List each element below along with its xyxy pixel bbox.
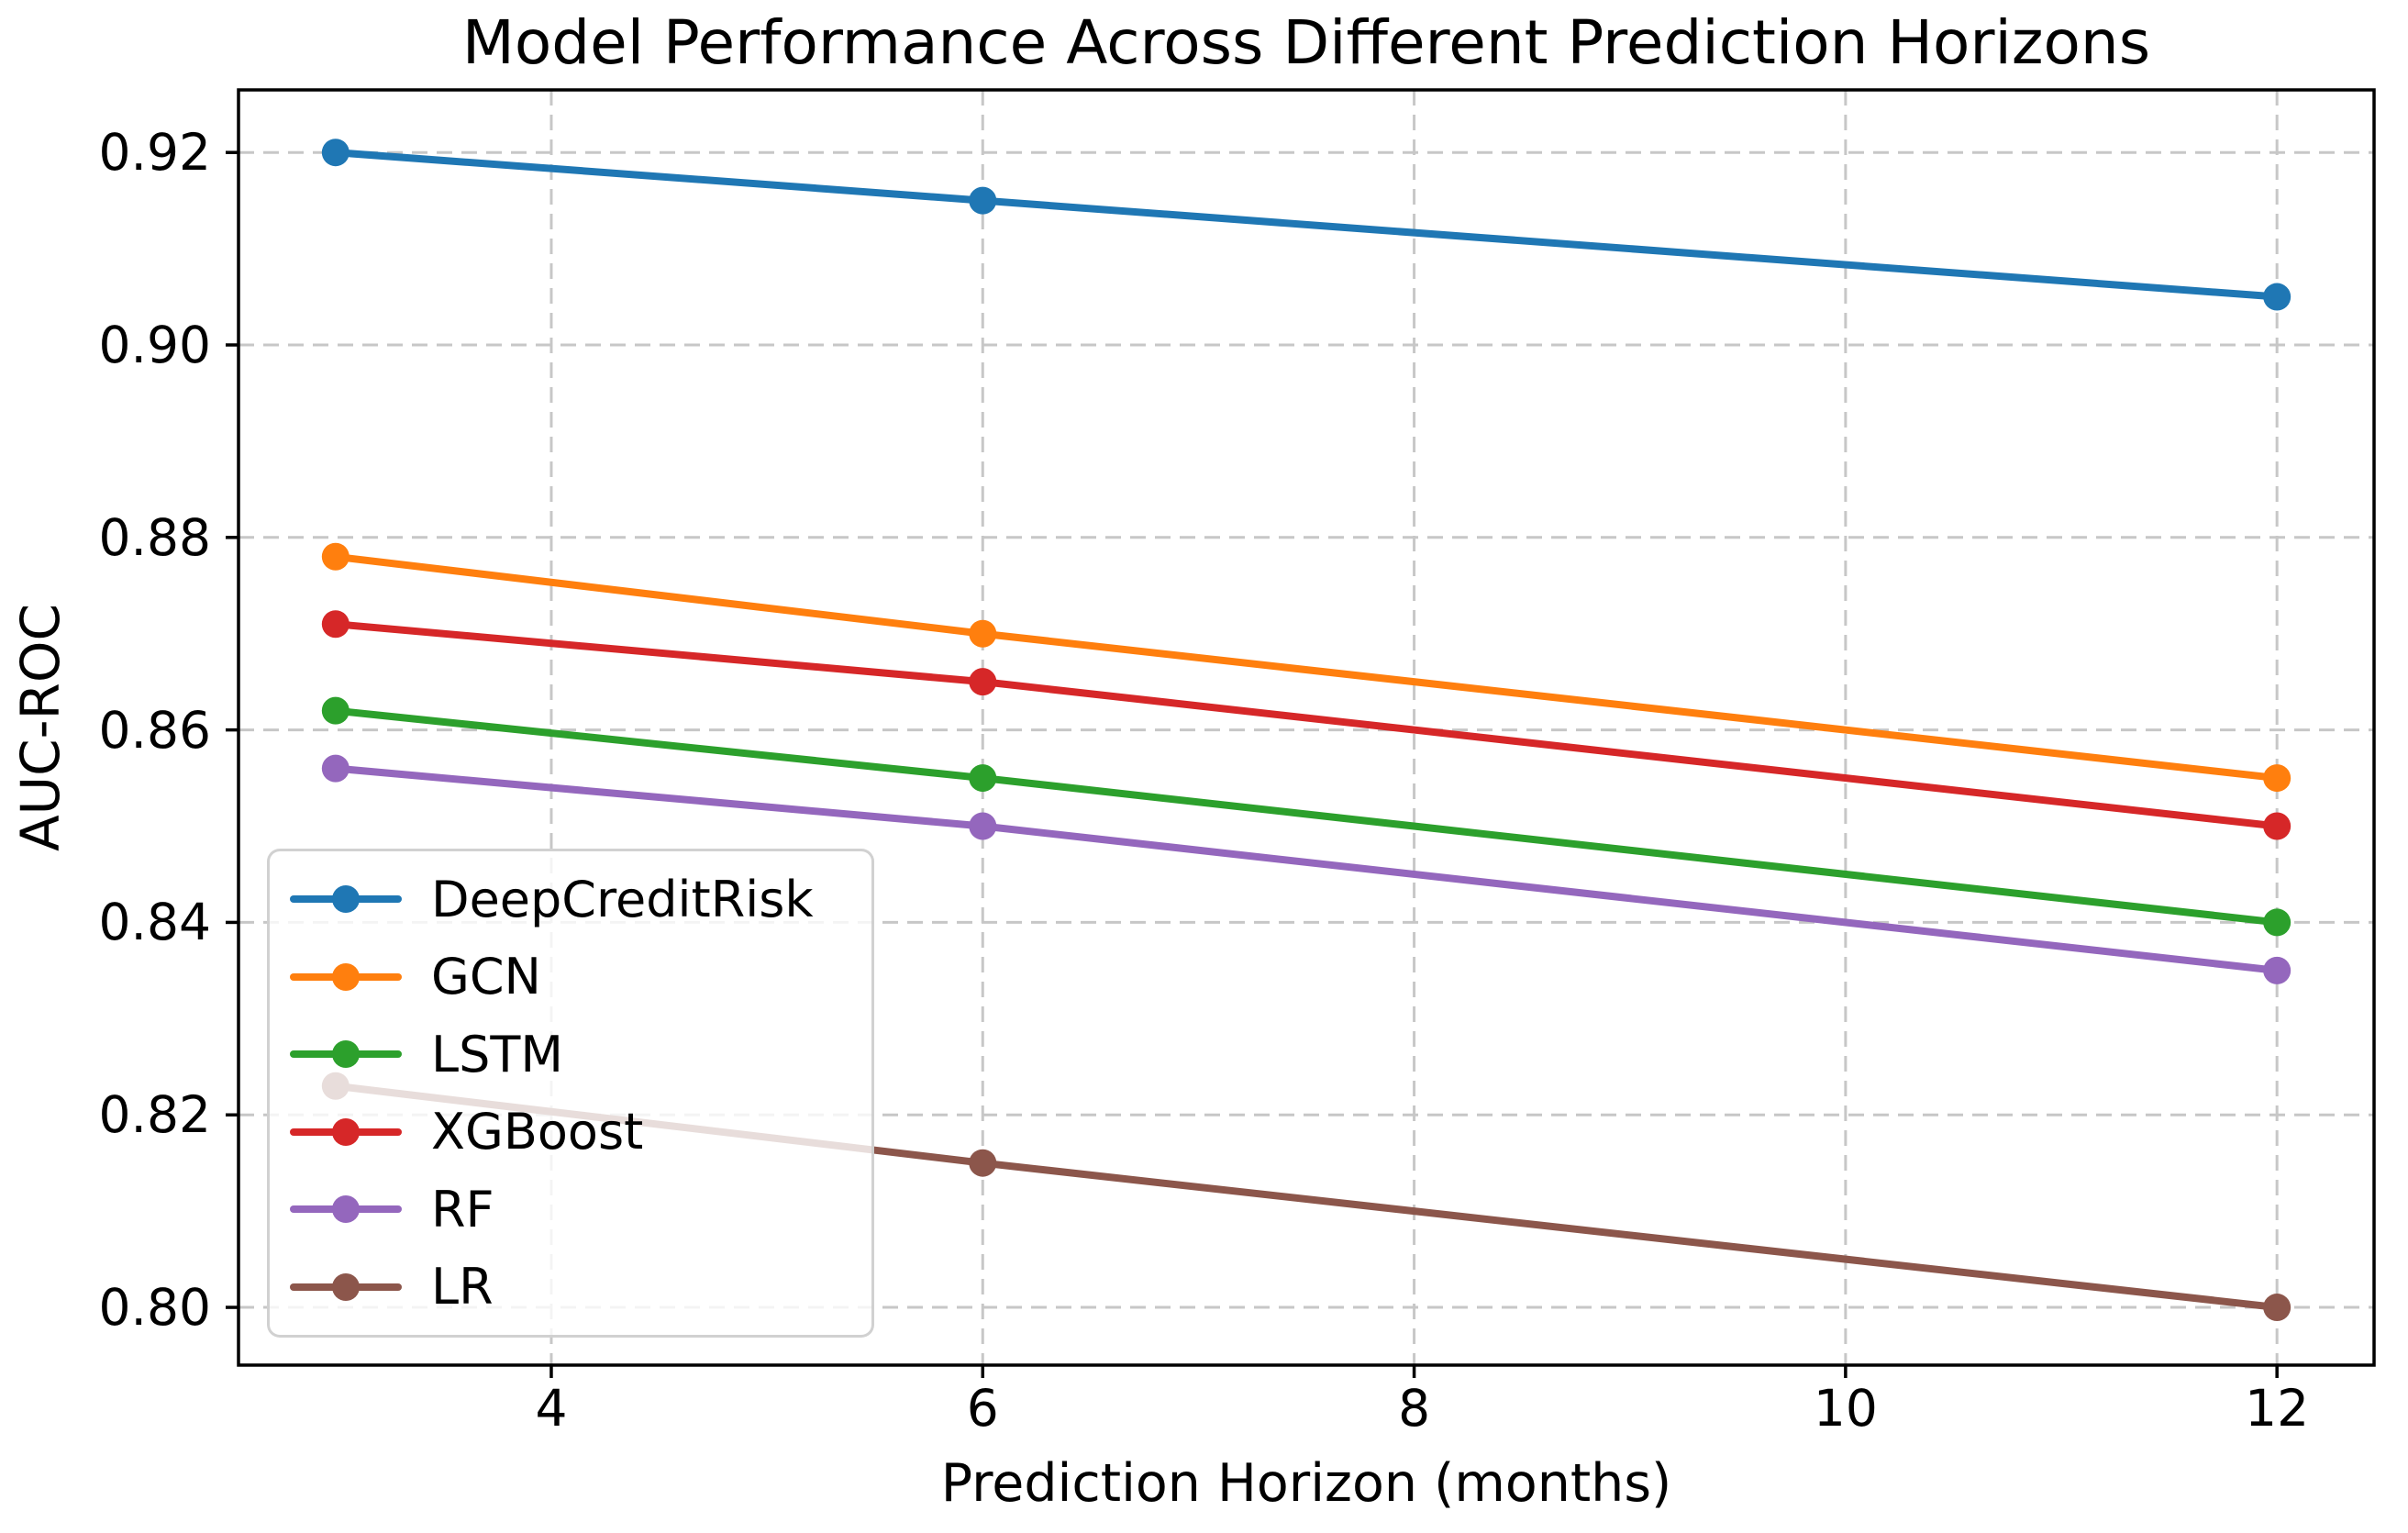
data-point-XGBoost — [2263, 812, 2291, 840]
x-tick-label: 8 — [1398, 1379, 1431, 1438]
legend-item-RF: RF — [270, 1172, 871, 1246]
legend-label: DeepCreditRisk — [431, 870, 814, 928]
data-point-LR — [2263, 1294, 2291, 1322]
y-tick-label: 0.90 — [98, 316, 211, 374]
legend-label: LSTM — [431, 1025, 563, 1083]
legend-marker-LR — [290, 1272, 402, 1303]
data-point-DeepCreditRisk — [2263, 283, 2291, 311]
data-point-LSTM — [321, 696, 350, 725]
data-point-RF — [321, 754, 350, 783]
x-tick-label: 10 — [1813, 1379, 1878, 1438]
x-tick-label: 6 — [966, 1379, 999, 1438]
legend-marker-RF — [290, 1194, 402, 1225]
data-point-LSTM — [2263, 908, 2291, 937]
legend-marker-LSTM — [290, 1039, 402, 1070]
data-point-DeepCreditRisk — [969, 186, 997, 215]
x-tick-label: 4 — [535, 1379, 568, 1438]
legend-label: GCN — [431, 948, 541, 1006]
x-tick-labels: 4 6 8 10 12 — [0, 1376, 2408, 1450]
data-point-XGBoost — [321, 610, 350, 639]
legend-label: LR — [431, 1258, 494, 1316]
x-axis-label: Prediction Horizon (months) — [940, 1453, 1672, 1514]
legend-item-LSTM: LSTM — [270, 1017, 871, 1091]
data-point-GCN — [969, 619, 997, 648]
y-tick-label: 0.82 — [98, 1085, 211, 1145]
legend-label: XGBoost — [431, 1103, 644, 1161]
y-tick-labels: 0.80 0.82 0.84 0.86 0.88 0.90 0.92 — [0, 0, 220, 1533]
legend-item-GCN: GCN — [270, 940, 871, 1014]
legend-marker-XGBoost — [290, 1116, 402, 1148]
data-point-RF — [2263, 956, 2291, 984]
legend: DeepCreditRisk GCN LSTM XGBoost RF LR — [267, 849, 874, 1338]
data-point-XGBoost — [969, 668, 997, 696]
y-tick-label: 0.92 — [98, 123, 211, 183]
x-tick-label: 12 — [2245, 1379, 2310, 1438]
data-point-GCN — [321, 542, 350, 571]
y-tick-label: 0.88 — [98, 507, 211, 567]
chart-title: Model Performance Across Different Predi… — [461, 7, 2151, 78]
axes-spines — [237, 88, 2376, 1367]
data-point-LSTM — [969, 764, 997, 793]
y-tick-label: 0.80 — [98, 1278, 211, 1338]
legend-marker-DeepCreditRisk — [290, 883, 402, 915]
series-line-GCN — [331, 552, 2281, 783]
legend-item-LR: LR — [270, 1250, 871, 1324]
data-point-LR — [969, 1149, 997, 1177]
data-point-DeepCreditRisk — [321, 139, 350, 167]
y-tick-label: 0.86 — [98, 700, 211, 760]
series-line-DeepCreditRisk — [331, 149, 2281, 301]
y-tick-label: 0.84 — [98, 893, 211, 952]
legend-item-DeepCreditRisk: DeepCreditRisk — [270, 862, 871, 936]
legend-label: RF — [431, 1180, 494, 1239]
legend-item-XGBoost: XGBoost — [270, 1095, 871, 1169]
legend-marker-GCN — [290, 961, 402, 993]
data-point-RF — [969, 812, 997, 840]
data-point-GCN — [2263, 764, 2291, 793]
